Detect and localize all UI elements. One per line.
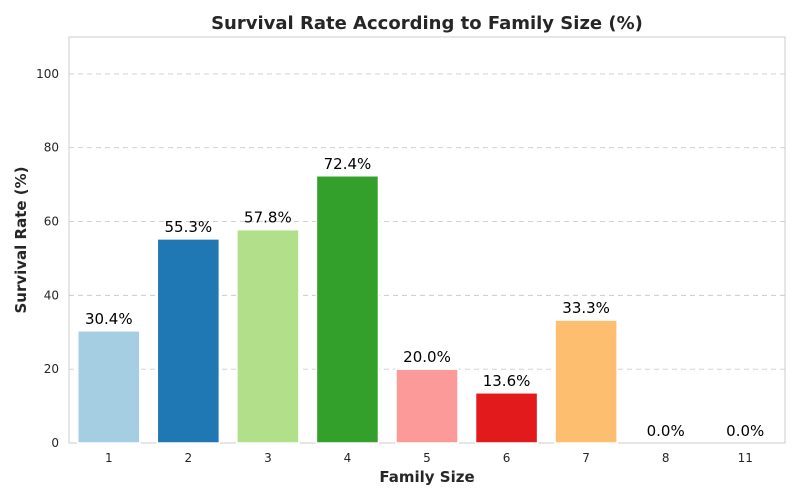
data-label: 30.4% [85,310,133,328]
bar-family-size-1 [77,330,141,444]
bars [77,175,618,444]
x-tick-label: 4 [344,451,352,465]
bar-family-size-4 [315,175,380,444]
x-axis-label: Family Size [379,468,474,486]
data-label: 57.8% [244,209,292,227]
bar-family-size-2 [156,238,221,444]
y-axis-ticks: 0 20 40 60 80 100 [36,67,59,450]
x-tick-label: 8 [662,451,670,465]
data-label: 0.0% [726,422,764,440]
x-tick-label: 2 [185,451,193,465]
bar-family-size-6 [474,392,539,444]
x-tick-label: 11 [738,451,753,465]
data-label: 55.3% [165,218,213,236]
data-labels: 30.4% 55.3% 57.8% 72.4% 20.0% 13.6% 33.3% 0.0% 0… [85,155,764,440]
x-tick-label: 7 [582,451,590,465]
data-label: 72.4% [324,155,372,173]
y-tick-label: 0 [51,436,59,450]
data-label: 0.0% [647,422,685,440]
bar-family-size-3 [236,228,300,444]
y-axis-label: Survival Rate (%) [12,166,30,313]
data-label: 33.3% [562,299,610,317]
x-tick-label: 5 [423,451,431,465]
chart-title: Survival Rate According to Family Size (… [211,13,643,34]
x-tick-label: 6 [503,451,511,465]
y-tick-label: 20 [44,362,59,376]
x-axis-ticks: 1 2 3 4 5 6 7 8 11 [105,451,753,465]
bar-family-size-5 [395,368,459,444]
x-tick-label: 1 [105,451,113,465]
bar-family-size-7 [554,319,618,444]
y-tick-label: 100 [36,67,59,81]
y-tick-label: 80 [44,141,59,155]
data-label: 20.0% [403,348,451,366]
y-tick-label: 40 [44,288,59,302]
data-label: 13.6% [483,372,531,390]
x-tick-label: 3 [264,451,272,465]
y-tick-label: 60 [44,215,59,229]
